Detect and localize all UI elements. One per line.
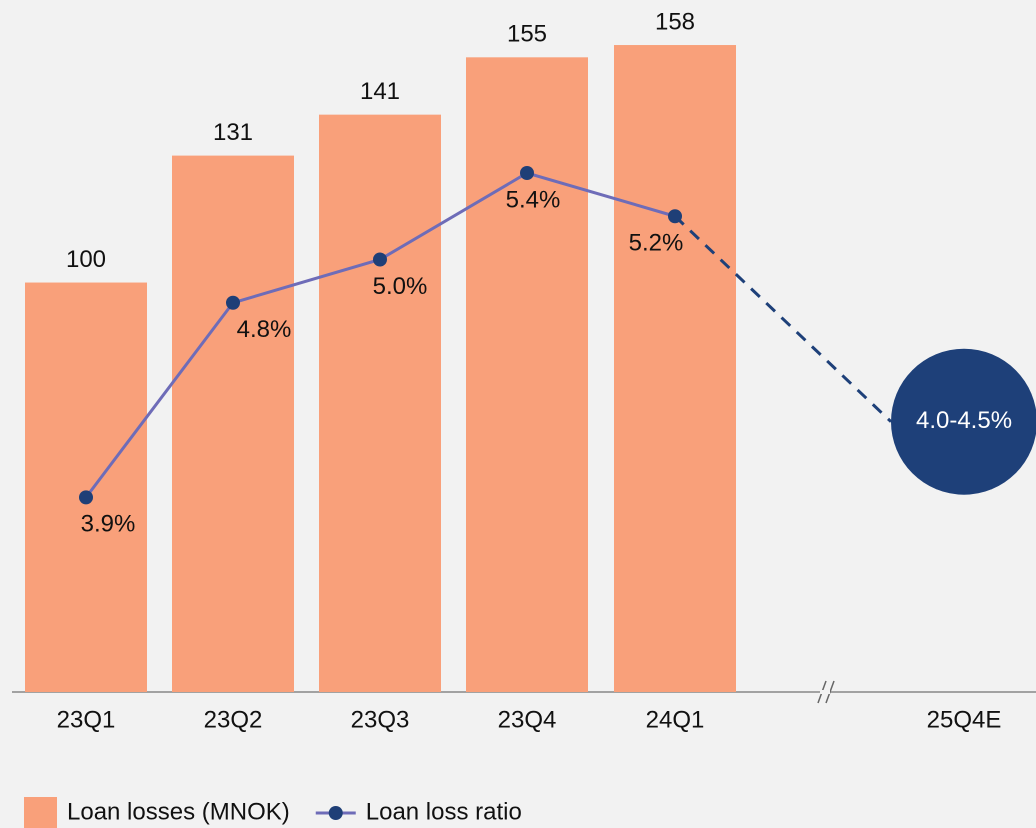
line-marker	[373, 252, 387, 267]
legend-marker	[328, 806, 343, 820]
target-label: 4.0-4.5%	[916, 407, 1012, 434]
bar-value-label: 131	[213, 119, 253, 146]
axis-break-gap	[820, 690, 830, 694]
bar	[25, 282, 147, 692]
line-marker	[520, 166, 534, 180]
bar	[172, 155, 294, 692]
target-connector	[673, 215, 893, 423]
x-tick-label: 23Q3	[351, 706, 410, 733]
bar	[466, 57, 588, 693]
x-tick-label: 23Q1	[57, 706, 116, 733]
line-value-label: 5.2%	[629, 230, 684, 257]
x-tick-label: 23Q4	[498, 706, 557, 733]
line-value-label: 5.0%	[373, 273, 428, 300]
line-value-label: 4.8%	[237, 316, 292, 343]
line-value-label: 5.4%	[506, 186, 561, 213]
bar	[319, 114, 441, 693]
x-tick-label: 23Q2	[204, 706, 263, 733]
line-marker	[668, 209, 682, 224]
line-value-label: 3.9%	[81, 511, 136, 538]
bar-value-label: 155	[507, 21, 547, 48]
line-marker	[79, 490, 93, 505]
legend-label: Loan losses (MNOK)	[67, 798, 290, 825]
bar	[614, 45, 736, 692]
line-marker	[226, 295, 240, 310]
bar-value-label: 158	[655, 8, 695, 35]
x-tick-label: 24Q1	[646, 706, 705, 733]
bar-value-label: 100	[66, 246, 106, 273]
x-tick-label: 25Q4E	[927, 706, 1002, 733]
legend-swatch	[24, 797, 57, 828]
bar-value-label: 141	[360, 78, 400, 105]
legend-label: Loan loss ratio	[366, 798, 522, 825]
target-circle	[891, 348, 1036, 495]
